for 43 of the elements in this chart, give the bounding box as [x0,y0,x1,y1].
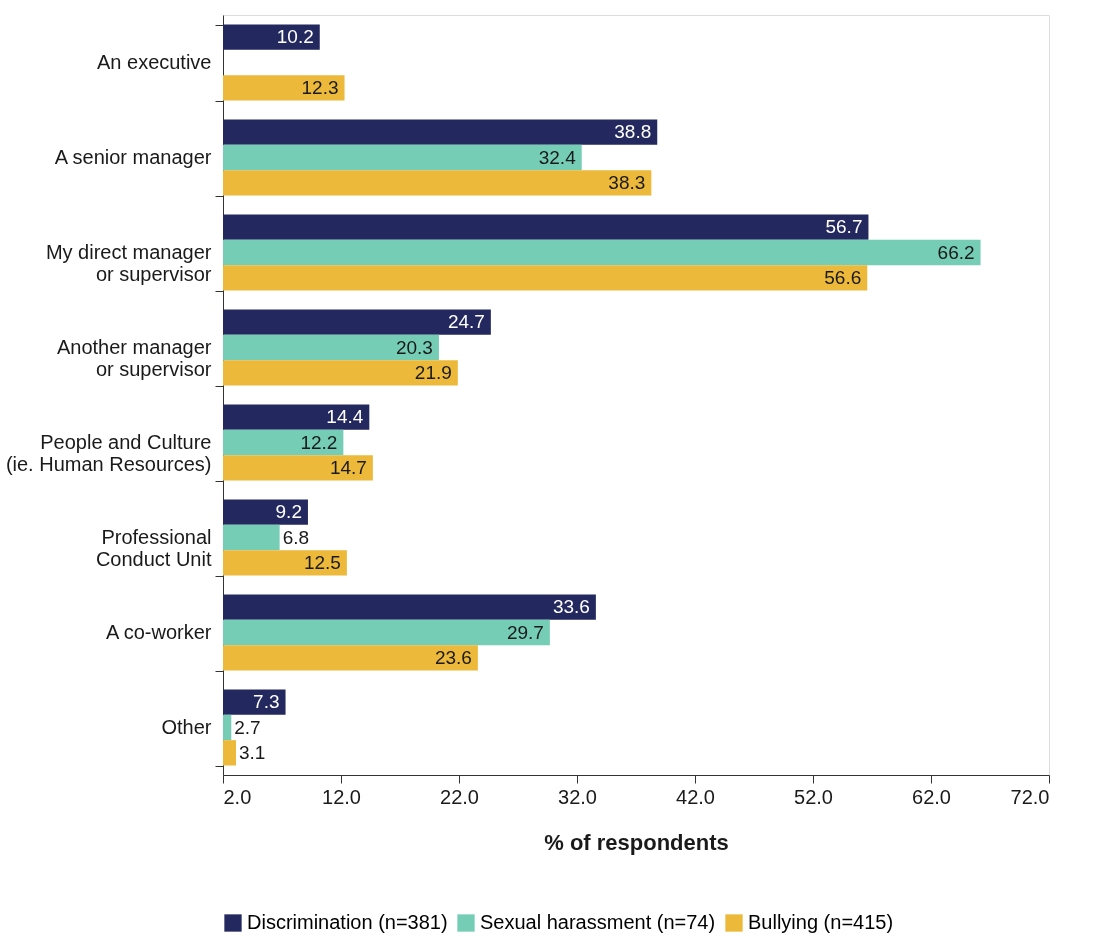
data-label: 56.7 [825,216,863,238]
x-tick-label: 2.0 [223,785,252,808]
y-tick-label: Another manager or supervisor [56,336,212,380]
data-label: 7.3 [253,691,280,713]
data-label: 14.7 [329,456,367,478]
legend-label: Discrimination (n=381) [247,911,448,933]
data-label: 14.4 [326,406,364,428]
y-tick-label: A senior manager [54,146,212,168]
data-label: 12.2 [300,431,338,453]
x-tick-label: 42.0 [676,785,715,808]
y-tick-label: A co-worker [105,621,212,643]
data-label: 66.2 [937,241,975,263]
y-tick-label: Other [161,716,212,738]
data-label: 38.3 [608,171,646,193]
y-tick-label: Professional Conduct Unit [95,526,212,570]
x-tick-label: 12.0 [322,785,361,808]
y-tick-label: People and Culture (ie. Human Resources) [5,431,212,475]
data-label: 21.9 [414,361,452,383]
data-label: 10.2 [276,26,314,48]
data-label: 12.3 [301,76,339,98]
x-tick-label: 32.0 [558,785,597,808]
data-label: 56.6 [824,266,862,288]
legend-label: Bullying (n=415) [748,911,894,933]
x-tick-label: 22.0 [440,785,479,808]
data-label: 6.8 [282,526,310,548]
data-label: 29.7 [506,621,544,643]
data-label: 38.8 [614,121,652,143]
data-label: 20.3 [395,336,433,358]
data-label: 12.5 [303,551,341,573]
x-tick-label: 52.0 [794,785,833,808]
x-tick-label: 72.0 [1010,785,1050,808]
data-label: 2.7 [234,716,261,738]
data-label: 24.7 [447,311,485,333]
x-tick-label: 62.0 [912,785,951,808]
data-label: 32.4 [538,146,577,168]
x-axis-title: % of respondents [544,829,729,855]
data-label: 3.1 [238,741,266,763]
y-tick-label: An executive [96,51,212,73]
data-label: 23.6 [434,646,472,668]
data-label: 9.2 [275,501,302,523]
y-tick-label: My direct manager or supervisor [45,241,212,285]
legend-label: Sexual harassment (n=74) [480,911,716,933]
data-label: 33.6 [552,596,590,618]
